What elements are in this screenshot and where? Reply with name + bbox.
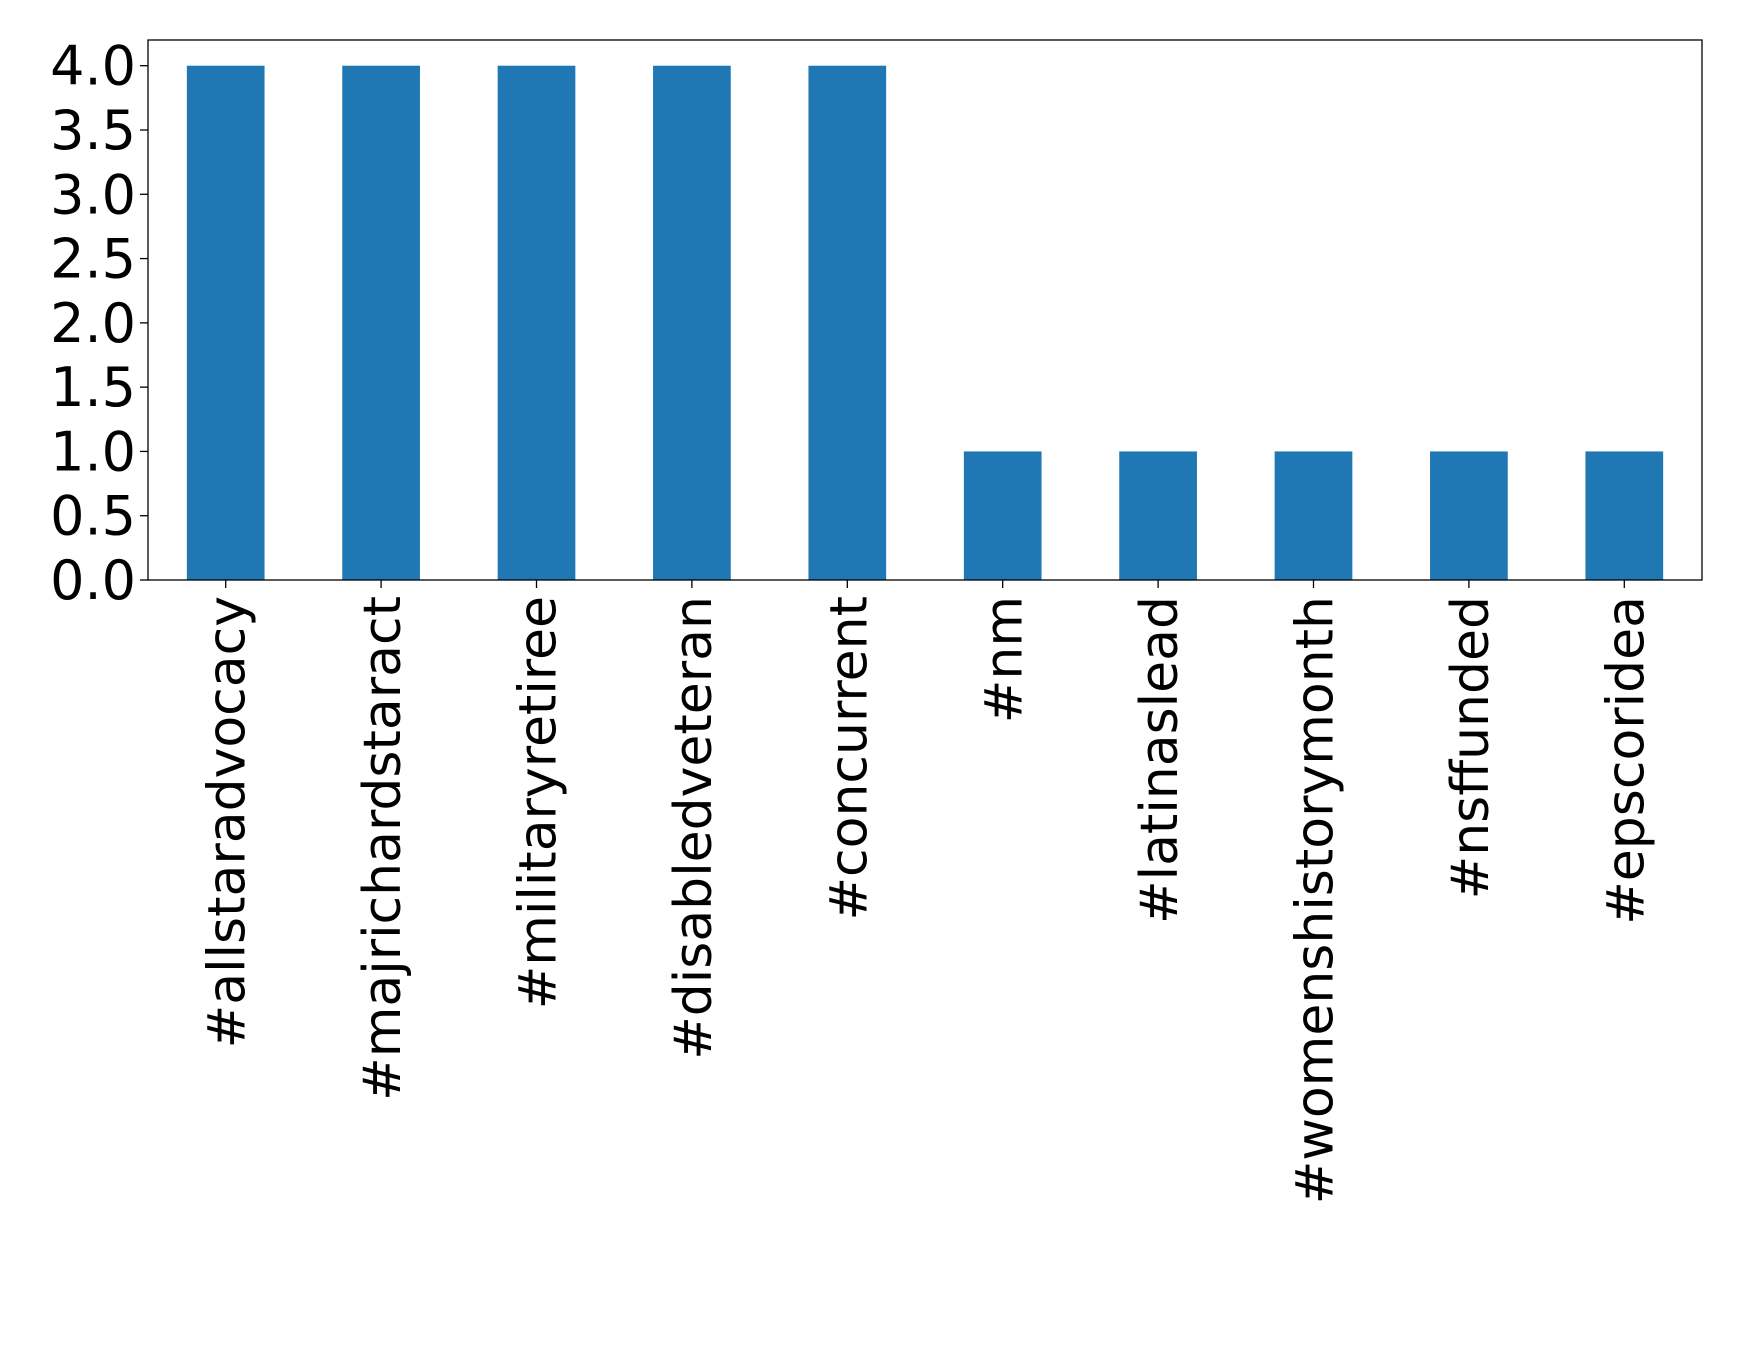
x-tick-label: #disabledveteran <box>664 596 724 1060</box>
y-tick-label: 0.0 <box>50 549 136 612</box>
bar-nsffunded <box>1430 451 1508 580</box>
x-tick-label: #womenshistorymonth <box>1286 596 1346 1204</box>
bar-latinaslead <box>1119 451 1197 580</box>
y-tick-label: 1.0 <box>50 420 136 483</box>
y-tick-label: 2.5 <box>50 228 136 291</box>
x-tick-label: #majrichardstaract <box>353 596 413 1101</box>
bar-disabledveteran <box>653 65 731 580</box>
plot-frame <box>147 39 1703 581</box>
x-tick-label: #nm <box>975 596 1035 723</box>
bar-womenshistorymonth <box>1274 451 1353 580</box>
bar-militaryretiree <box>497 65 576 580</box>
x-tick-label: #allstaradvocacy <box>198 596 258 1048</box>
bar-epscoridea <box>1585 451 1664 580</box>
bar-majrichardstaract <box>342 65 420 580</box>
y-tick-label: 4.0 <box>50 35 136 98</box>
y-tick-label: 2.0 <box>50 292 136 355</box>
x-tick-label: #nsffunded <box>1441 596 1501 899</box>
bar-allstaradvocacy <box>186 65 265 580</box>
y-tick-label: 1.5 <box>50 356 136 419</box>
y-tick-label: 3.5 <box>50 99 136 162</box>
y-axis: 0.00.51.01.52.02.53.03.54.0 <box>50 35 148 612</box>
bar-nm <box>963 451 1042 580</box>
x-tick-label: #latinaslead <box>1130 596 1190 924</box>
y-tick-label: 3.0 <box>50 163 136 226</box>
x-tick-label: #militaryretiree <box>509 596 569 1009</box>
bars-group <box>186 65 1664 580</box>
x-axis: #allstaradvocacy #majrichardstaract #milit… <box>198 580 1656 1204</box>
x-tick-label: #concurrent <box>819 596 879 921</box>
x-tick-label: #epscoridea <box>1596 596 1656 925</box>
y-tick-label: 0.5 <box>50 485 136 548</box>
bar-concurrent <box>808 65 887 580</box>
